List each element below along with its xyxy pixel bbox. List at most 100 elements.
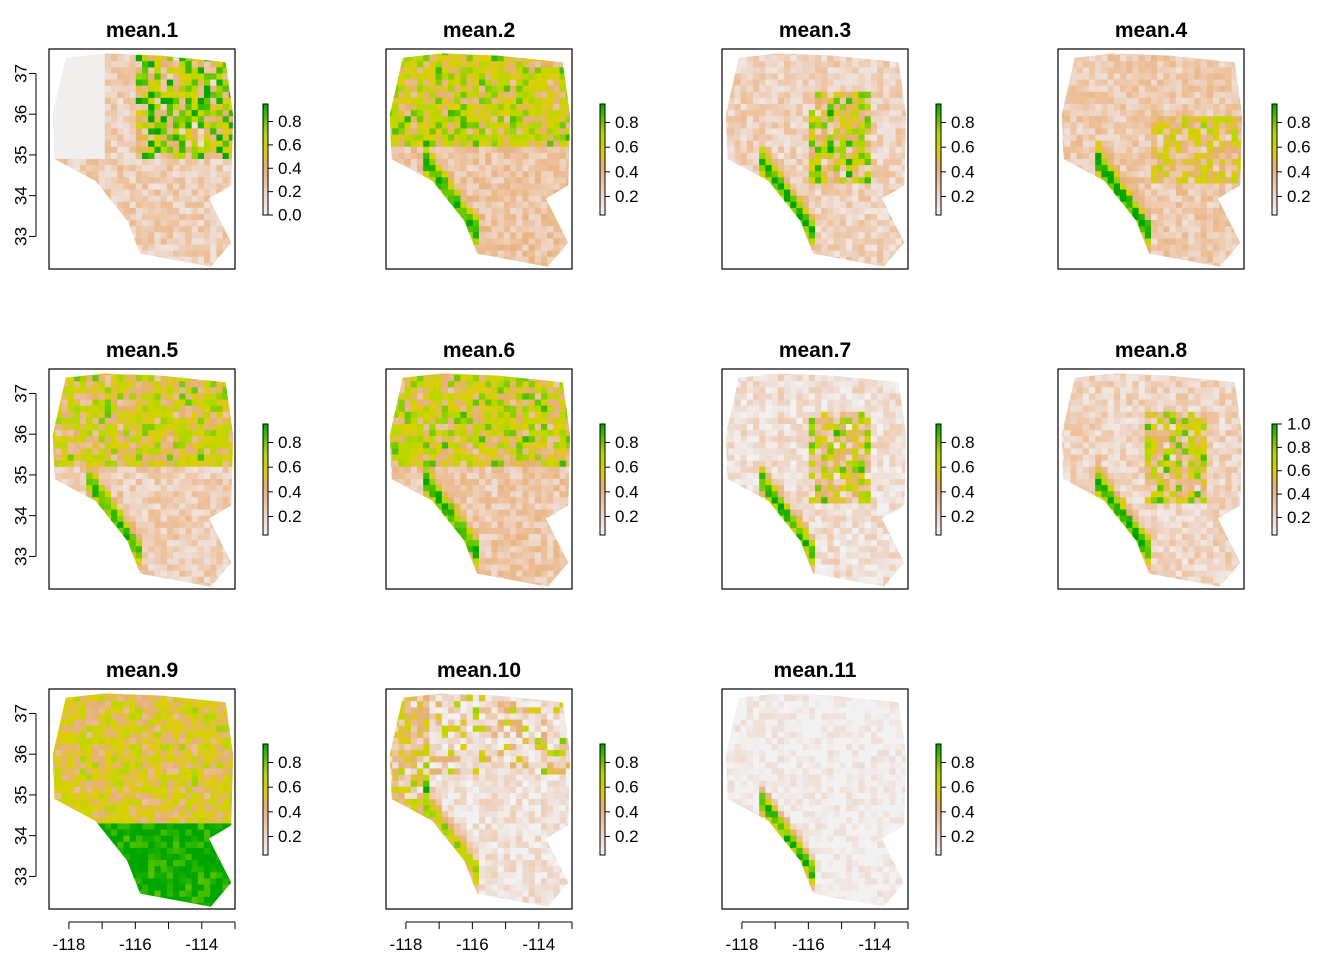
legend-label: 0.6 — [1287, 138, 1311, 157]
raster-cell — [1182, 55, 1189, 62]
raster-cell — [52, 134, 56, 142]
raster-cell — [796, 226, 804, 233]
raster-cell — [858, 195, 866, 203]
raster-cell — [86, 79, 93, 87]
raster-cell — [765, 201, 773, 209]
raster-cell — [1219, 214, 1226, 221]
raster-cell — [516, 73, 523, 81]
raster-cell — [771, 73, 779, 81]
raster-cell — [441, 232, 449, 239]
raster-cell — [1188, 128, 1195, 136]
raster-cell — [429, 122, 437, 129]
raster-cell — [148, 411, 155, 419]
raster-cell — [491, 250, 499, 258]
raster-cell — [808, 189, 816, 197]
raster-cell — [725, 110, 729, 117]
raster-cell — [1225, 67, 1233, 74]
raster-cell — [173, 411, 180, 419]
raster-cell — [479, 201, 486, 209]
raster-cell — [728, 207, 735, 215]
legend-frame — [599, 103, 606, 216]
raster-cell — [858, 189, 866, 197]
raster-cell — [815, 91, 822, 99]
raster-cell — [883, 201, 890, 209]
raster-cell — [1188, 67, 1195, 74]
raster-cell — [528, 238, 536, 246]
raster-cell — [123, 146, 131, 154]
raster-cell — [148, 387, 155, 394]
raster-cell — [889, 244, 897, 252]
raster-cell — [441, 55, 449, 62]
raster-cell — [725, 152, 729, 160]
raster-cell — [61, 61, 69, 68]
raster-cell — [148, 134, 155, 142]
raster-cell — [142, 436, 149, 443]
raster-cell — [80, 110, 87, 117]
raster-cell — [410, 104, 418, 111]
raster-cell — [392, 189, 399, 197]
raster-cell — [1138, 97, 1146, 105]
raster-cell — [528, 55, 536, 62]
raster-cell — [86, 146, 93, 154]
raster-cell — [485, 67, 492, 74]
raster-cell — [522, 104, 530, 111]
raster-cell — [846, 55, 853, 62]
raster-cell — [877, 53, 884, 56]
raster-cell — [216, 55, 224, 62]
raster-cell — [429, 171, 437, 178]
raster-cell — [228, 134, 234, 142]
raster-cell — [117, 448, 124, 456]
raster-cell — [179, 165, 186, 172]
raster-cell — [734, 116, 742, 123]
raster-cell — [1206, 244, 1214, 252]
raster-cell — [160, 201, 168, 209]
raster-cell — [429, 61, 437, 68]
raster-cell — [142, 104, 149, 111]
raster-cell — [429, 104, 437, 111]
raster-cell — [191, 177, 199, 184]
raster-cell — [1225, 244, 1233, 252]
raster-cell — [559, 79, 567, 87]
raster-cell — [1126, 226, 1133, 233]
raster-cell — [1113, 244, 1121, 252]
raster-cell — [216, 250, 224, 258]
raster-cell — [802, 244, 810, 252]
raster-cell — [821, 244, 828, 252]
raster-cell — [185, 454, 193, 462]
raster-cell — [784, 165, 791, 172]
raster-cell — [510, 128, 517, 136]
legend-swatch — [936, 131, 941, 136]
raster-cell — [846, 171, 853, 178]
raster-cell — [528, 61, 536, 68]
raster-cell — [485, 110, 492, 117]
raster-cell — [80, 79, 87, 87]
raster-cell — [404, 122, 412, 129]
legend-swatch — [936, 192, 941, 197]
raster-cell — [67, 405, 75, 413]
raster-cell — [1089, 122, 1096, 129]
raster-cell — [61, 165, 69, 172]
raster-cell — [148, 448, 155, 456]
raster-cell — [553, 122, 561, 129]
raster-cell — [460, 146, 468, 154]
legend-swatch — [936, 167, 941, 172]
raster-cell — [1200, 195, 1208, 203]
raster-cell — [895, 195, 903, 203]
raster-cell — [1194, 85, 1202, 93]
raster-cell — [889, 53, 897, 56]
raster-cell — [1188, 73, 1195, 81]
raster-cell — [777, 189, 785, 197]
legend-swatch — [600, 201, 605, 205]
raster-cell — [166, 171, 174, 178]
raster-cell — [870, 171, 878, 178]
raster-cell — [179, 134, 186, 142]
raster-cell — [92, 436, 100, 443]
raster-cell — [522, 67, 530, 74]
raster-cell — [429, 79, 437, 87]
raster-cell — [889, 220, 897, 227]
raster-cell — [448, 122, 455, 129]
raster-cell — [541, 104, 548, 111]
raster-cell — [55, 91, 62, 99]
raster-cell — [870, 128, 878, 136]
raster-cell — [559, 256, 567, 264]
